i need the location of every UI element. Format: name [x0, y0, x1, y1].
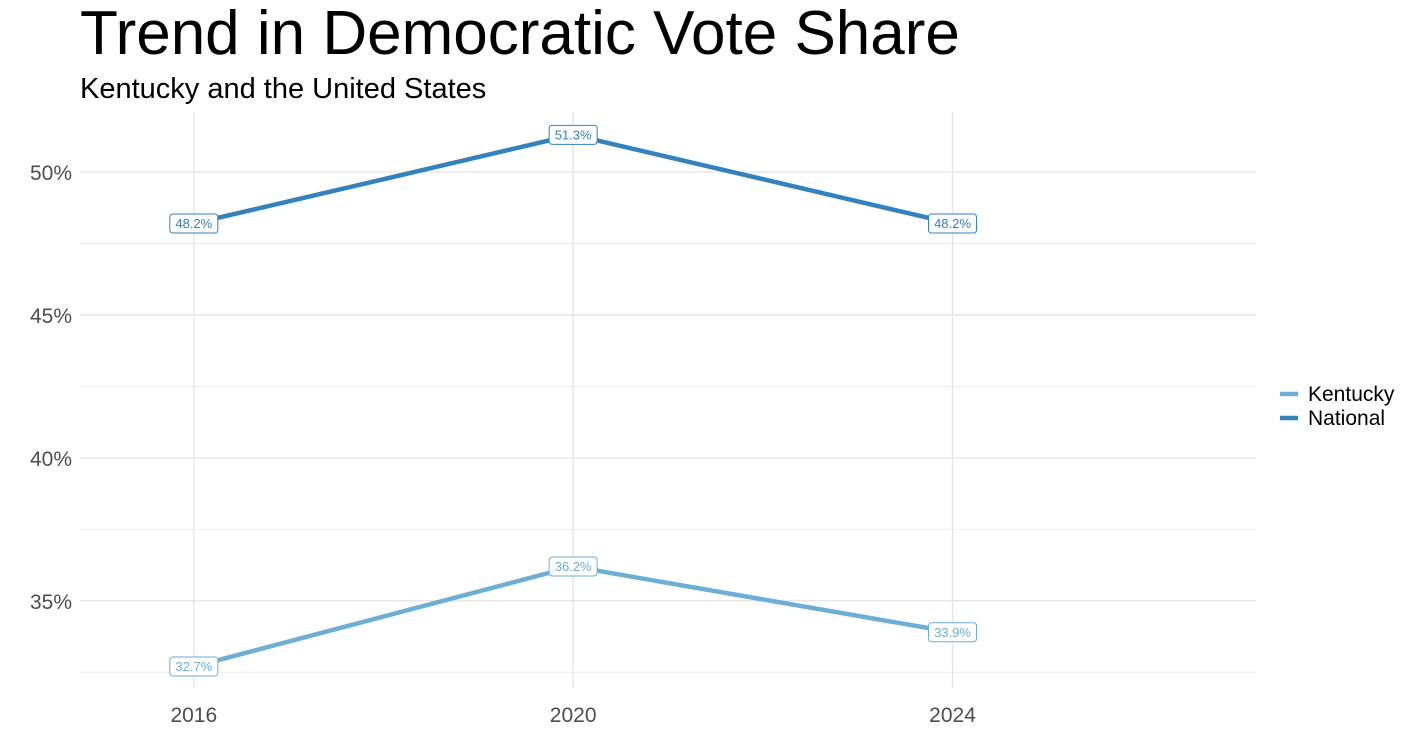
- data-label-box: [548, 556, 598, 577]
- y-tick-label: 35%: [30, 591, 72, 614]
- data-label: 33.9%: [928, 622, 978, 643]
- legend-item-kentucky: Kentucky: [1280, 383, 1395, 406]
- chart-title: Trend in Democratic Vote Share: [80, 0, 960, 68]
- data-label: 36.2%: [548, 556, 598, 577]
- y-tick-label: 45%: [30, 305, 72, 328]
- data-label-text: 32.7%: [175, 659, 212, 674]
- grid-lines: [80, 112, 1256, 688]
- data-label: 48.2%: [169, 213, 219, 234]
- data-label-text: 48.2%: [175, 216, 212, 231]
- legend-label: National: [1308, 407, 1385, 430]
- data-label: 32.7%: [169, 656, 219, 677]
- x-tick-label: 2016: [170, 704, 217, 727]
- x-tick-label: 2020: [550, 704, 597, 727]
- data-label-text: 33.9%: [934, 625, 971, 640]
- axis-tick-labels: 35% 40% 45% 50% 2016 2020 2024: [30, 162, 976, 727]
- x-tick-label: 2024: [929, 704, 976, 727]
- data-label: 51.3%: [548, 124, 598, 145]
- data-label-box: [169, 656, 219, 677]
- y-tick-label: 40%: [30, 448, 72, 471]
- data-labels: 32.7% 36.2% 33.9% 48.2% 51.3% 48.2%: [169, 124, 978, 677]
- data-label-box: [548, 124, 598, 145]
- data-label-box: [928, 622, 978, 643]
- chart-subtitle: Kentucky and the United States: [80, 73, 487, 105]
- legend-label: Kentucky: [1308, 383, 1395, 406]
- data-label-text: 36.2%: [555, 559, 592, 574]
- data-label-box: [928, 213, 978, 234]
- y-tick-label: 50%: [30, 162, 72, 185]
- data-label: 48.2%: [928, 213, 978, 234]
- legend-item-national: National: [1280, 407, 1385, 430]
- data-label-box: [169, 213, 219, 234]
- data-label-text: 48.2%: [934, 216, 971, 231]
- data-label-text: 51.3%: [555, 127, 592, 142]
